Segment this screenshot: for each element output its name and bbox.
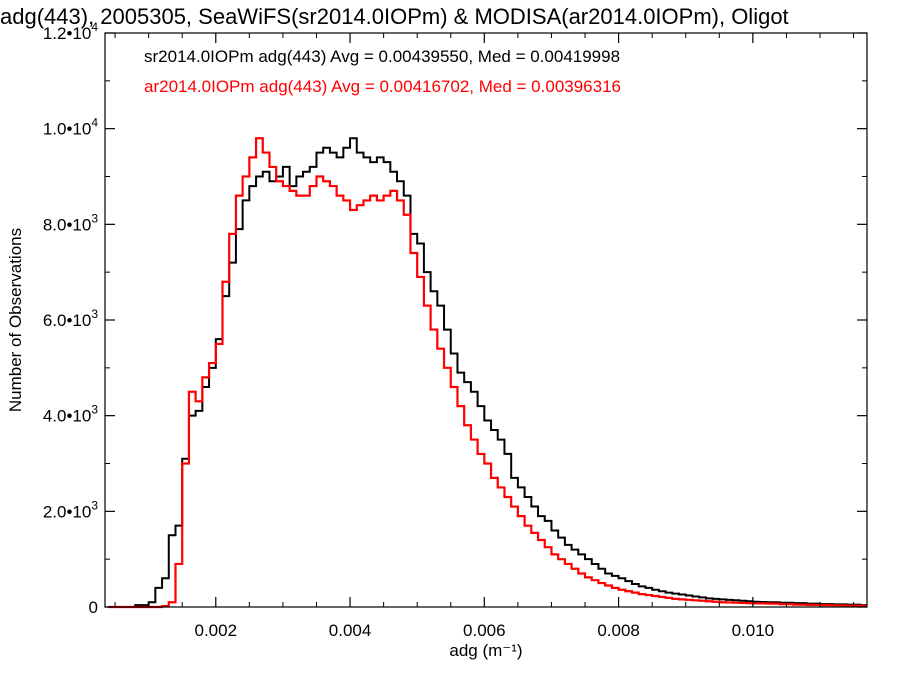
y-tick-label: 1.2•104 xyxy=(43,20,99,43)
chart-title: adg(443), 2005305, SeaWiFS(sr2014.0IOPm)… xyxy=(0,4,789,29)
legend-entry-ar2014: ar2014.0IOPm adg(443) Avg = 0.00416702, … xyxy=(144,77,621,96)
x-axis-ticks: 0.002 0.004 0.006 0.008 0.010 xyxy=(114,33,855,640)
y-axis-ticks: 0 2.0•103 4.0•103 6.0•103 8.0•103 1.0•104 1.2•… xyxy=(43,20,867,617)
y-axis-label: Number of Observations xyxy=(6,228,25,412)
legend-entry-sr2014: sr2014.0IOPm adg(443) Avg = 0.00439550, … xyxy=(144,47,620,66)
y-tick-label: 8.0•103 xyxy=(43,211,99,234)
plot-frame xyxy=(104,32,868,608)
series-line-1 xyxy=(108,137,867,609)
x-tick-label: 0.008 xyxy=(597,621,640,640)
y-tick-label: 4.0•103 xyxy=(43,403,99,426)
x-tick-label: 0.006 xyxy=(463,621,506,640)
series-line-0 xyxy=(108,137,867,608)
x-tick-label: 0.010 xyxy=(732,621,775,640)
y-tick-label: 1.0•104 xyxy=(43,116,99,139)
x-axis-label: adg (m⁻¹) xyxy=(449,641,522,660)
x-tick-label: 0.002 xyxy=(195,621,238,640)
series-layer xyxy=(108,137,867,609)
y-tick-label: 2.0•103 xyxy=(43,498,99,521)
y-tick-label: 6.0•103 xyxy=(43,307,99,330)
x-tick-label: 0.004 xyxy=(329,621,372,640)
y-tick-label: 0 xyxy=(89,598,98,617)
